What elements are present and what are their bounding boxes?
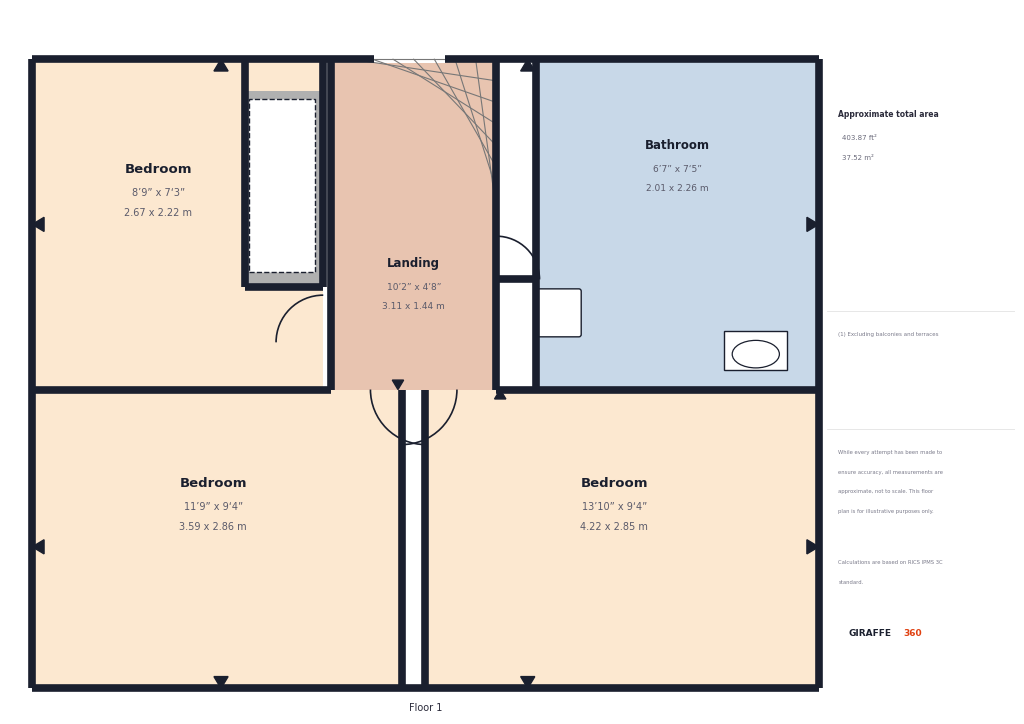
Text: approximate, not to scale. This floor: approximate, not to scale. This floor <box>839 489 934 494</box>
Text: 8’9” x 7‘3”: 8’9” x 7‘3” <box>131 188 184 198</box>
Bar <box>249 98 315 272</box>
Text: Landing: Landing <box>387 257 440 270</box>
Text: Bedroom: Bedroom <box>124 163 191 176</box>
Polygon shape <box>392 380 403 390</box>
Text: Bedroom: Bedroom <box>581 477 648 490</box>
Text: 403.87 ft²: 403.87 ft² <box>843 135 878 141</box>
Bar <box>375 40 445 63</box>
Polygon shape <box>33 539 44 554</box>
Text: 11’9” x 9‘4”: 11’9” x 9‘4” <box>183 502 243 513</box>
Text: Floor 1: Floor 1 <box>409 703 442 713</box>
FancyBboxPatch shape <box>538 289 582 337</box>
Polygon shape <box>33 217 44 232</box>
Text: 13’10” x 9‘4”: 13’10” x 9‘4” <box>582 502 647 513</box>
Text: 10’2” x 4’8”: 10’2” x 4’8” <box>386 283 441 292</box>
Polygon shape <box>807 217 819 232</box>
Text: (1) Excluding balconies and terraces: (1) Excluding balconies and terraces <box>839 332 939 337</box>
Text: 360: 360 <box>904 629 923 638</box>
Bar <box>33 390 401 689</box>
Bar <box>33 59 324 390</box>
Text: standard.: standard. <box>839 580 863 585</box>
Bar <box>245 90 324 287</box>
Bar <box>331 232 497 390</box>
Text: Calculations are based on RICS IPMS 3C: Calculations are based on RICS IPMS 3C <box>839 560 943 565</box>
Text: ensure accuracy, all measurements are: ensure accuracy, all measurements are <box>839 470 943 475</box>
Text: plan is for illustrative purposes only.: plan is for illustrative purposes only. <box>839 509 934 514</box>
Text: 37.52 m²: 37.52 m² <box>843 154 874 161</box>
Polygon shape <box>214 59 228 71</box>
Bar <box>331 59 497 232</box>
Polygon shape <box>214 677 228 689</box>
Text: Bathroom: Bathroom <box>645 139 710 152</box>
Text: 3.59 x 2.86 m: 3.59 x 2.86 m <box>179 522 247 532</box>
Polygon shape <box>807 539 819 554</box>
Bar <box>426 390 819 689</box>
Bar <box>536 59 819 390</box>
Polygon shape <box>520 677 535 689</box>
Text: GIRAFFE: GIRAFFE <box>848 629 891 638</box>
Text: 2.67 x 2.22 m: 2.67 x 2.22 m <box>124 208 193 218</box>
Text: 6’7” x 7‘5”: 6’7” x 7‘5” <box>652 165 701 174</box>
Text: 2.01 x 2.26 m: 2.01 x 2.26 m <box>646 185 709 193</box>
Polygon shape <box>495 390 506 399</box>
Text: 3.11 x 1.44 m: 3.11 x 1.44 m <box>382 303 445 311</box>
Text: 4.22 x 2.85 m: 4.22 x 2.85 m <box>581 522 648 532</box>
Ellipse shape <box>732 340 779 368</box>
Polygon shape <box>520 59 535 71</box>
Text: Approximate total area: Approximate total area <box>839 110 939 119</box>
Text: While every attempt has been made to: While every attempt has been made to <box>839 450 942 455</box>
Text: Bedroom: Bedroom <box>179 477 247 490</box>
Bar <box>724 331 787 370</box>
